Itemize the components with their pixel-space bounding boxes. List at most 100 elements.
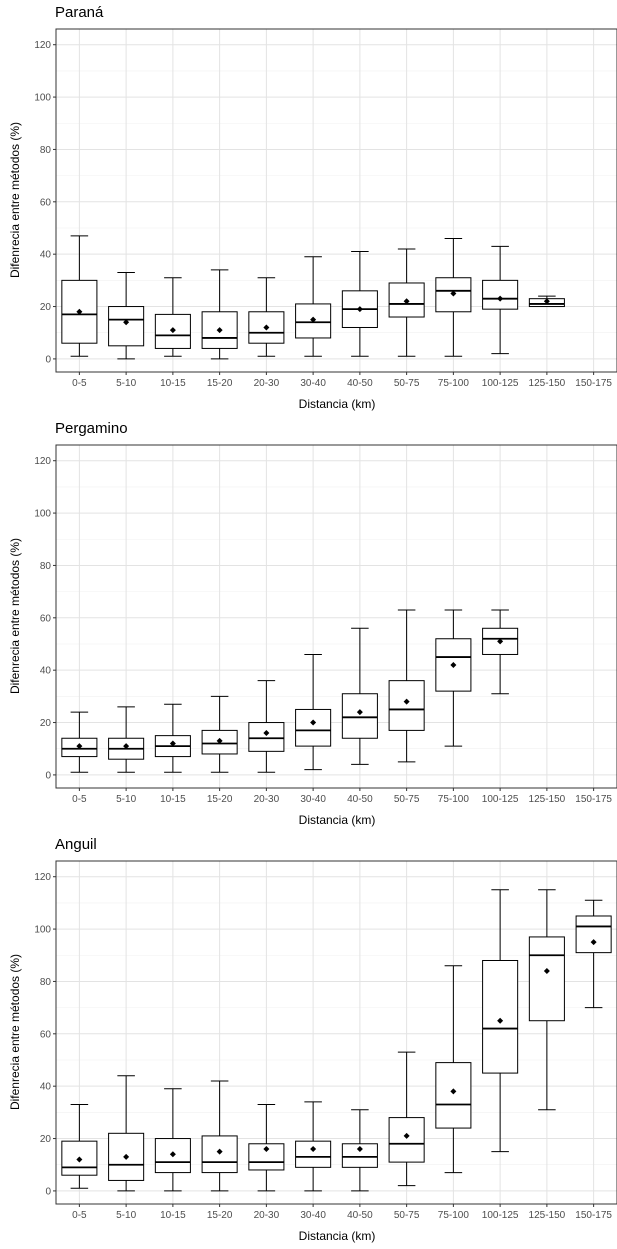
box-30-40 [295, 1101, 332, 1192]
x-tick-label: 5-10 [116, 1210, 136, 1221]
mean-point [450, 661, 457, 668]
mean-point [216, 737, 223, 744]
panel-title: Anguil [55, 836, 97, 853]
x-tick-label: 75-100 [438, 1210, 470, 1221]
mean-point [356, 709, 363, 716]
box-40-50 [341, 251, 378, 357]
x-tick-label: 5-10 [116, 794, 136, 805]
y-tick-label: 0 [45, 1186, 51, 1197]
box-20-30 [248, 680, 285, 773]
x-tick-label: 125-150 [529, 1210, 566, 1221]
box-75-100 [435, 237, 472, 357]
y-tick-label: 20 [40, 1134, 52, 1145]
x-tick-label: 15-20 [207, 1210, 233, 1221]
box-30-40 [295, 256, 332, 357]
x-tick-label: 100-125 [482, 378, 519, 389]
mean-point [403, 298, 410, 305]
x-tick-label: 150-175 [575, 1210, 612, 1221]
x-axis-title: Distancia (km) [299, 1229, 376, 1243]
y-tick-label: 20 [40, 718, 52, 729]
x-tick-label: 150-175 [575, 378, 612, 389]
box-iqr [435, 1062, 472, 1129]
y-tick-label: 100 [34, 93, 51, 104]
mean-point [263, 1146, 270, 1153]
box-125-150 [528, 889, 565, 1111]
y-tick-label: 40 [40, 1082, 52, 1093]
mean-point [76, 308, 83, 315]
y-tick-label: 0 [45, 770, 51, 781]
box-50-75 [388, 248, 425, 357]
y-axis-title: Difenrecia entre métodos (%) [8, 538, 22, 694]
box-20-30 [248, 1104, 285, 1192]
y-axis-title: Difenrecia entre métodos (%) [8, 954, 22, 1110]
mean-point [169, 740, 176, 747]
mean-point [310, 316, 317, 323]
y-tick-label: 60 [40, 1029, 52, 1040]
mean-point [123, 743, 130, 750]
box-30-40 [295, 653, 332, 771]
panel-anguil: Anguil Difenrecia entre métodos (%) Dist… [8, 836, 617, 1243]
mean-point [216, 327, 223, 334]
box-iqr [482, 959, 519, 1074]
panel-title: Pergamino [55, 420, 128, 437]
x-tick-label: 20-30 [254, 794, 280, 805]
y-tick-label: 40 [40, 250, 52, 261]
mean-point [497, 638, 504, 645]
y-tick-label: 60 [40, 197, 52, 208]
mean-point [356, 1146, 363, 1153]
box-iqr [388, 680, 425, 731]
box-5-10 [108, 272, 145, 360]
x-tick-label: 15-20 [207, 378, 233, 389]
x-tick-label: 0-5 [72, 378, 87, 389]
box-75-100 [435, 965, 472, 1174]
box-15-20 [201, 695, 238, 773]
mean-point [590, 939, 597, 946]
box-0-5 [61, 1104, 98, 1189]
y-tick-label: 80 [40, 145, 52, 156]
panel-parana: Paraná Difenrecia entre métodos (%) Dist… [8, 4, 617, 411]
y-tick-label: 100 [34, 925, 51, 936]
mean-point [76, 743, 83, 750]
mean-point [403, 1132, 410, 1139]
box-15-20 [201, 269, 238, 360]
box-iqr [201, 1135, 238, 1174]
box-100-125 [482, 889, 519, 1153]
x-tick-label: 10-15 [160, 794, 186, 805]
mean-point [169, 1151, 176, 1158]
x-tick-label: 50-75 [394, 794, 420, 805]
plot-border [55, 444, 617, 789]
plot-background [56, 445, 617, 788]
x-tick-label: 0-5 [72, 1210, 87, 1221]
plot-border [55, 28, 617, 373]
mean-point [356, 306, 363, 313]
y-axis-title: Difenrecia entre métodos (%) [8, 122, 22, 278]
box-100-125 [482, 245, 519, 355]
x-tick-label: 10-15 [160, 378, 186, 389]
x-tick-label: 0-5 [72, 794, 87, 805]
box-20-30 [248, 277, 285, 357]
mean-point [76, 1156, 83, 1163]
box-iqr [295, 1140, 332, 1168]
box-0-5 [61, 235, 98, 357]
x-tick-label: 50-75 [394, 378, 420, 389]
box-5-10 [108, 1075, 145, 1192]
box-5-10 [108, 706, 145, 773]
box-iqr [341, 1143, 378, 1168]
box-iqr [295, 708, 332, 747]
x-tick-label: 40-50 [347, 378, 373, 389]
mean-point [403, 698, 410, 705]
x-tick-label: 50-75 [394, 1210, 420, 1221]
y-tick-label: 120 [34, 456, 51, 467]
box-50-75 [388, 1051, 425, 1187]
y-tick-label: 20 [40, 302, 52, 313]
mean-point [123, 1153, 130, 1160]
y-tick-label: 120 [34, 40, 51, 51]
box-iqr [248, 311, 285, 344]
y-tick-label: 60 [40, 613, 52, 624]
x-tick-label: 20-30 [254, 378, 280, 389]
box-75-100 [435, 609, 472, 747]
y-tick-label: 120 [34, 872, 51, 883]
x-tick-label: 100-125 [482, 794, 519, 805]
mean-point [450, 290, 457, 297]
